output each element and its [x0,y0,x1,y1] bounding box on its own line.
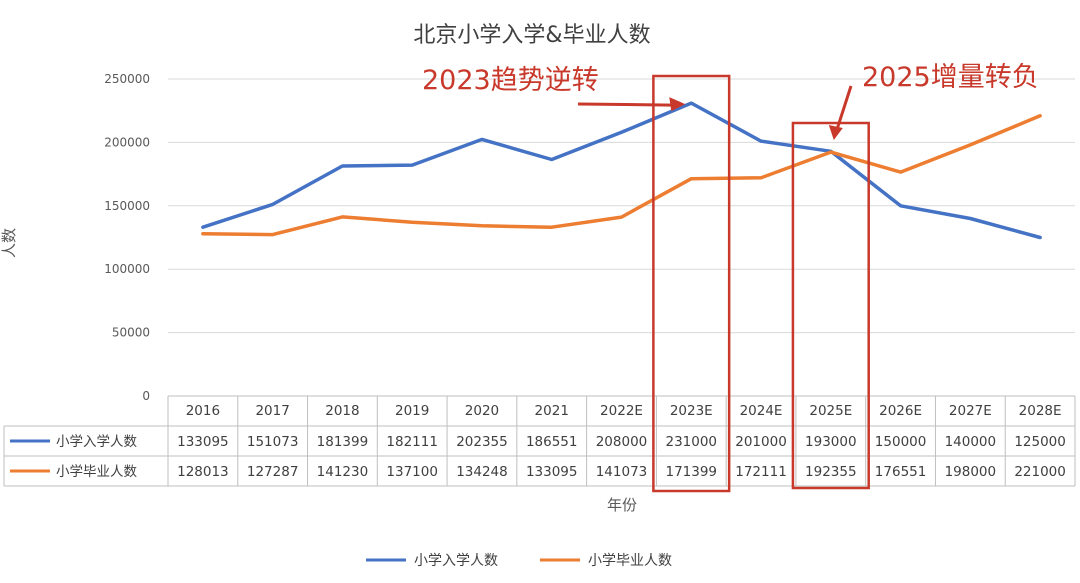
annotation-arrowhead [669,97,686,112]
x-axis-label: 年份 [607,496,637,514]
y-tick-label: 100000 [104,262,150,276]
legend: 小学入学人数 小学毕业人数 [366,553,672,569]
data-label: 231000 [665,434,717,450]
x-tick-label: 2028E [1019,403,1062,419]
x-tick-label: 2023E [670,403,713,419]
data-label: 134248 [456,464,508,480]
legend-label: 小学入学人数 [414,553,498,569]
data-label: 141073 [596,464,648,480]
x-tick-label: 2026E [879,403,922,419]
data-label: 181399 [317,434,369,450]
data-label: 133095 [526,464,578,480]
x-tick-label: 2020 [465,403,499,419]
data-label: 133095 [177,434,229,450]
data-label: 171399 [665,464,717,480]
y-tick-labels: 0 50000 100000 150000 200000 250000 [104,72,150,403]
y-tick-label: 150000 [104,199,150,213]
data-label: 151073 [247,434,299,450]
data-label: 141230 [317,464,369,480]
x-tick-label: 2024E [740,403,783,419]
highlight-box [652,74,731,493]
data-label: 127287 [247,464,299,480]
x-tick-label: 2019 [395,403,429,419]
y-tick-label: 200000 [104,135,150,149]
data-label: 137100 [386,464,438,480]
highlight-box [791,121,870,490]
y-tick-label: 50000 [112,326,150,340]
x-tick-label: 2016 [186,403,220,419]
y-axis-label: 人数 [0,228,18,258]
series-line [201,101,1042,240]
annotation-label: 2025增量转负 [862,62,1039,93]
y-tick-label: 250000 [104,72,150,86]
data-label: 208000 [596,434,648,450]
series-lines [201,101,1042,240]
data-label: 176551 [875,464,927,480]
data-label: 201000 [735,434,787,450]
legend-label: 小学毕业人数 [588,553,672,569]
gridlines [168,78,1075,334]
x-tick-label: 2017 [255,403,289,419]
table-series-name: 小学入学人数 [56,434,137,450]
x-tick-label: 2022E [600,403,643,419]
data-label: 202355 [456,434,508,450]
data-table: 2016 2017 2018 2019 2020 2021 2022E 2023E 2024E 2… [3,395,1076,487]
data-label: 221000 [1014,464,1066,480]
data-label: 186551 [526,434,578,450]
annotation-arrow [835,85,853,131]
table-series-name: 小学毕业人数 [56,464,137,480]
data-label: 128013 [177,464,229,480]
x-tick-label: 2021 [535,403,569,419]
x-tick-label: 2018 [325,403,359,419]
y-tick-label: 0 [142,389,150,403]
annotation-arrowhead [828,125,843,140]
data-label: 172111 [735,464,787,480]
series-line [201,114,1042,237]
x-tick-label: 2025E [809,403,852,419]
annotations: 2023趋势逆转 2025增量转负 [422,62,1039,493]
data-label: 150000 [875,434,927,450]
annotation-arrow [577,102,674,107]
data-label: 198000 [945,464,997,480]
x-tick-label: 2027E [949,403,992,419]
data-label: 192355 [805,464,857,480]
chart-title: 北京小学入学&毕业人数 [413,23,650,48]
data-label: 140000 [945,434,997,450]
data-label: 182111 [386,434,438,450]
data-label: 125000 [1014,434,1066,450]
data-label: 193000 [805,434,857,450]
annotation-label: 2023趋势逆转 [422,65,599,96]
